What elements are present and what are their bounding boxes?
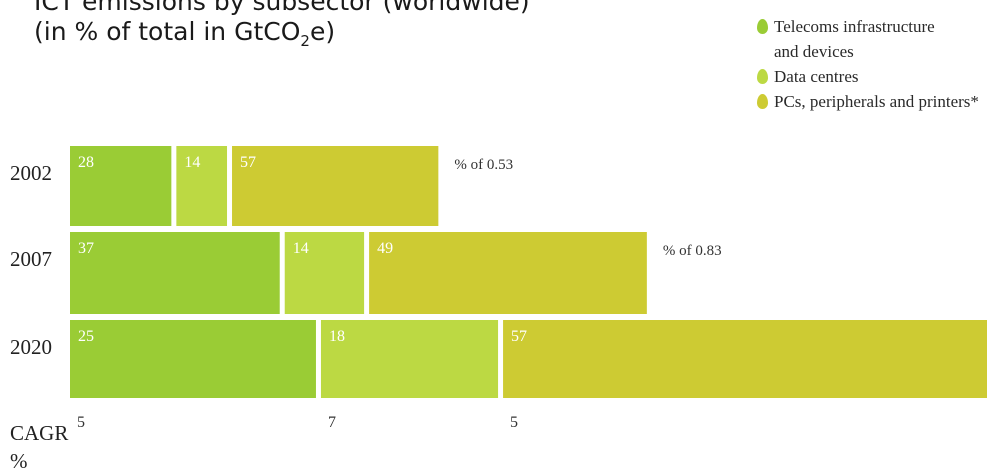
category-label-2002: 2002 [10, 161, 52, 185]
bar-label-2007-data-centres: 14 [293, 240, 309, 257]
bar-2002-data-centres [176, 146, 228, 226]
total-label-2007: % of 0.83 [663, 243, 722, 259]
bar-2020-telecoms [70, 320, 316, 398]
title-line-2: (in % of total in GtCO2e) [34, 17, 336, 50]
bar-2007-telecoms [70, 232, 280, 314]
cagr-value-pcs: 5 [510, 414, 518, 431]
bar-label-2020-telecoms: 25 [78, 328, 94, 345]
bar-2007-data-centres [284, 232, 365, 314]
title-line-1: ICT emissions by subsector (worldwide) [34, 0, 530, 16]
chart-title: ICT emissions by subsector (worldwide) (… [34, 0, 530, 56]
bar-label-2007-pcs: 49 [377, 240, 393, 257]
bar-2020-data-centres [320, 320, 499, 398]
bar-2002-telecoms [70, 146, 172, 226]
legend-swatch-telecoms [757, 19, 768, 34]
bar-label-2020-pcs: 57 [511, 328, 527, 345]
bar-2007-pcs [369, 232, 647, 314]
legend-swatch-pcs [757, 94, 768, 109]
legend: Telecoms infrastructure and devices Data… [756, 14, 979, 114]
cagr-unit-label: % [10, 449, 28, 473]
bar-label-2020-data-centres: 18 [329, 328, 345, 345]
bar-2020-pcs [503, 320, 987, 398]
bar-label-2002-telecoms: 28 [78, 154, 94, 171]
total-label-2002: % of 0.53 [454, 157, 513, 173]
bar-label-2002-pcs: 57 [240, 154, 256, 171]
bar-2002-pcs [232, 146, 439, 226]
legend-swatch-data-centres [757, 69, 768, 84]
category-label-2020: 2020 [10, 335, 52, 359]
bar-label-2002-data-centres: 14 [184, 154, 200, 171]
cagr-value-telecoms: 5 [77, 414, 85, 431]
legend-item-pcs: PCs, peripherals and printers* [756, 89, 979, 114]
bar-label-2007-telecoms: 37 [78, 240, 94, 257]
cagr-value-data-centres: 7 [328, 414, 336, 431]
legend-item-data-centres: Data centres [756, 64, 979, 89]
cagr-label: CAGR [10, 421, 68, 445]
legend-item-telecoms: Telecoms infrastructure and devices [756, 14, 979, 64]
category-label-2007: 2007 [10, 247, 52, 271]
